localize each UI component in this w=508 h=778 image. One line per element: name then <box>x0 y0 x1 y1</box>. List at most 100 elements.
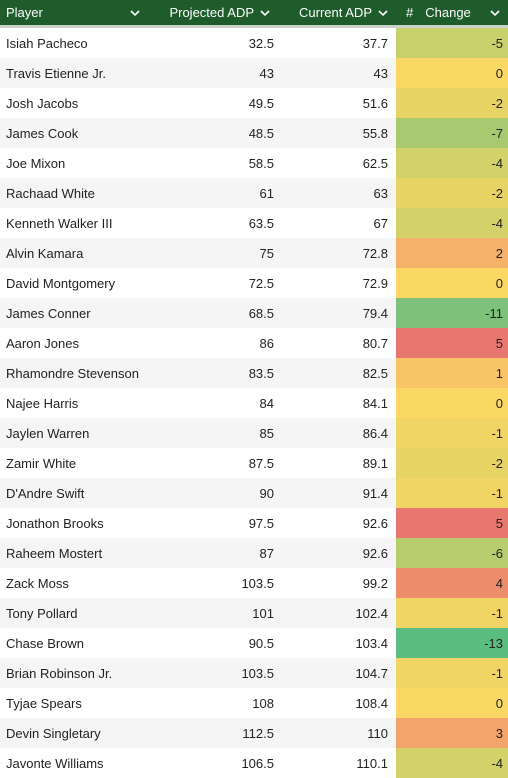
table-row[interactable]: Chase Brown 90.5 103.4 -13 <box>0 628 508 658</box>
player-cell[interactable]: Raheem Mostert <box>6 545 103 561</box>
change-cell[interactable]: -4 <box>396 208 508 238</box>
change-cell[interactable]: 0 <box>396 388 508 418</box>
change-cell[interactable]: 5 <box>396 328 508 358</box>
current-adp-cell[interactable]: 72.8 <box>362 245 388 261</box>
player-cell[interactable]: Chase Brown <box>6 635 85 651</box>
change-cell[interactable]: -6 <box>396 538 508 568</box>
projected-adp-cell[interactable]: 90.5 <box>248 635 274 651</box>
current-adp-cell[interactable]: 103.4 <box>355 635 388 651</box>
table-row[interactable]: Raheem Mostert 87 92.6 -6 <box>0 538 508 568</box>
player-cell[interactable]: Travis Etienne Jr. <box>6 65 106 81</box>
current-adp-cell[interactable]: 92.6 <box>362 515 388 531</box>
chevron-down-icon[interactable] <box>130 8 140 18</box>
projected-adp-cell[interactable]: 72.5 <box>248 275 274 291</box>
change-cell[interactable]: 0 <box>396 58 508 88</box>
current-adp-cell[interactable]: 55.8 <box>362 125 388 141</box>
projected-adp-cell[interactable]: 43 <box>259 65 274 81</box>
current-adp-cell[interactable]: 67 <box>373 215 388 231</box>
projected-adp-cell[interactable]: 85 <box>259 425 274 441</box>
player-cell[interactable]: Najee Harris <box>6 395 79 411</box>
player-cell[interactable]: Isiah Pacheco <box>6 35 88 51</box>
table-row[interactable]: James Cook 48.5 55.8 -7 <box>0 118 508 148</box>
player-cell[interactable]: Kenneth Walker III <box>6 215 113 231</box>
change-cell[interactable]: -1 <box>396 478 508 508</box>
change-cell[interactable]: -7 <box>396 118 508 148</box>
projected-adp-cell[interactable]: 103.5 <box>241 575 274 591</box>
player-cell[interactable]: Tony Pollard <box>6 605 78 621</box>
projected-adp-cell[interactable]: 84 <box>259 395 274 411</box>
projected-adp-cell[interactable]: 61 <box>259 185 274 201</box>
current-adp-cell[interactable]: 63 <box>373 185 388 201</box>
table-row[interactable]: Jonathon Brooks 97.5 92.6 5 <box>0 508 508 538</box>
player-cell[interactable]: David Montgomery <box>6 275 116 291</box>
player-cell[interactable]: Josh Jacobs <box>6 95 79 111</box>
player-cell[interactable]: Devin Singletary <box>6 725 101 741</box>
table-row[interactable]: Travis Etienne Jr. 43 43 0 <box>0 58 508 88</box>
change-cell[interactable]: 4 <box>396 568 508 598</box>
table-row[interactable]: Tony Pollard 101 102.4 -1 <box>0 598 508 628</box>
change-cell[interactable]: -1 <box>396 418 508 448</box>
table-row[interactable]: James Conner 68.5 79.4 -11 <box>0 298 508 328</box>
current-adp-cell[interactable]: 110 <box>367 725 388 741</box>
change-cell[interactable]: -11 <box>396 298 508 328</box>
projected-adp-cell[interactable]: 86 <box>259 335 274 351</box>
change-cell[interactable]: -2 <box>396 88 508 118</box>
projected-adp-cell[interactable]: 108 <box>252 695 274 711</box>
projected-adp-cell[interactable]: 103.5 <box>241 665 274 681</box>
column-header-player[interactable]: Player <box>0 0 148 25</box>
table-row[interactable]: Devin Singletary 112.5 110 3 <box>0 718 508 748</box>
change-cell[interactable]: -4 <box>396 748 508 778</box>
projected-adp-cell[interactable]: 87.5 <box>248 455 274 471</box>
current-adp-cell[interactable]: 92.6 <box>362 545 388 561</box>
current-adp-cell[interactable]: 104.7 <box>355 665 388 681</box>
change-cell[interactable]: -1 <box>396 658 508 688</box>
player-cell[interactable]: Aaron Jones <box>6 335 79 351</box>
column-header-change[interactable]: # Change <box>396 0 508 25</box>
table-row[interactable]: Brian Robinson Jr. 103.5 104.7 -1 <box>0 658 508 688</box>
player-cell[interactable]: Zamir White <box>6 455 77 471</box>
table-row[interactable]: Joe Mixon 58.5 62.5 -4 <box>0 148 508 178</box>
projected-adp-cell[interactable]: 112.5 <box>242 725 274 741</box>
chevron-down-icon[interactable] <box>378 8 388 18</box>
column-header-projected-adp[interactable]: Projected ADP <box>148 0 278 25</box>
change-cell[interactable]: -2 <box>396 448 508 478</box>
projected-adp-cell[interactable]: 83.5 <box>248 365 274 381</box>
table-row[interactable]: David Montgomery 72.5 72.9 0 <box>0 268 508 298</box>
player-cell[interactable]: Brian Robinson Jr. <box>6 665 113 681</box>
chevron-down-icon[interactable] <box>490 8 500 18</box>
current-adp-cell[interactable]: 80.7 <box>362 335 388 351</box>
player-cell[interactable]: Jonathon Brooks <box>6 515 104 531</box>
player-cell[interactable]: Joe Mixon <box>6 155 66 171</box>
projected-adp-cell[interactable]: 48.5 <box>248 125 274 141</box>
change-cell[interactable]: -13 <box>396 628 508 658</box>
chevron-down-icon[interactable] <box>260 8 270 18</box>
projected-adp-cell[interactable]: 75 <box>259 245 274 261</box>
table-row[interactable]: Tyjae Spears 108 108.4 0 <box>0 688 508 718</box>
player-cell[interactable]: Alvin Kamara <box>6 245 84 261</box>
table-row[interactable]: Kenneth Walker III 63.5 67 -4 <box>0 208 508 238</box>
change-cell[interactable]: 2 <box>396 238 508 268</box>
current-adp-cell[interactable]: 99.2 <box>362 575 388 591</box>
change-cell[interactable]: 3 <box>396 718 508 748</box>
player-cell[interactable]: James Conner <box>6 305 91 321</box>
table-row[interactable]: Jaylen Warren 85 86.4 -1 <box>0 418 508 448</box>
change-cell[interactable]: 0 <box>396 688 508 718</box>
projected-adp-cell[interactable]: 87 <box>259 545 274 561</box>
table-row[interactable]: Zamir White 87.5 89.1 -2 <box>0 448 508 478</box>
table-row[interactable]: Javonte Williams 106.5 110.1 -4 <box>0 748 508 778</box>
change-cell[interactable]: 1 <box>396 358 508 388</box>
projected-adp-cell[interactable]: 58.5 <box>248 155 274 171</box>
projected-adp-cell[interactable]: 90 <box>259 485 274 501</box>
projected-adp-cell[interactable]: 106.5 <box>241 755 274 771</box>
player-cell[interactable]: James Cook <box>6 125 79 141</box>
projected-adp-cell[interactable]: 49.5 <box>248 95 274 111</box>
table-row[interactable]: D'Andre Swift 90 91.4 -1 <box>0 478 508 508</box>
current-adp-cell[interactable]: 43 <box>373 65 388 81</box>
projected-adp-cell[interactable]: 101 <box>252 605 274 621</box>
table-row[interactable]: Isiah Pacheco 32.5 37.7 -5 <box>0 28 508 58</box>
change-cell[interactable]: -1 <box>396 598 508 628</box>
change-cell[interactable]: -4 <box>396 148 508 178</box>
current-adp-cell[interactable]: 84.1 <box>362 395 388 411</box>
table-row[interactable]: Alvin Kamara 75 72.8 2 <box>0 238 508 268</box>
change-cell[interactable]: 5 <box>396 508 508 538</box>
